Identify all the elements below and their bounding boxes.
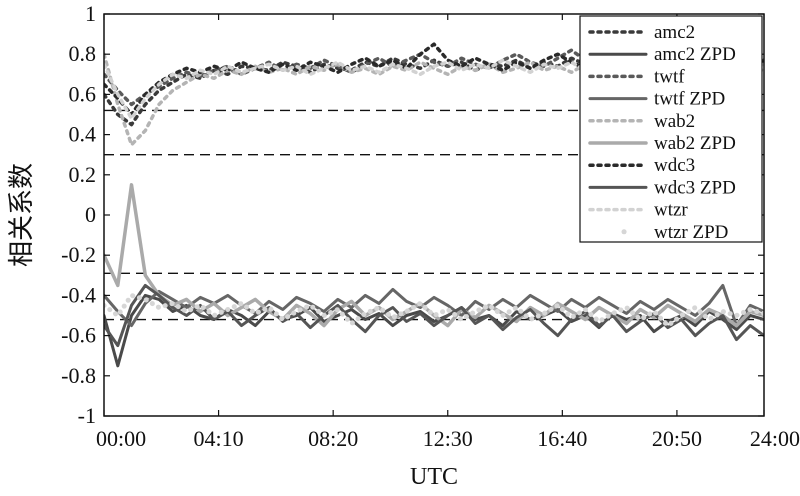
x-tick-label: 20:50 xyxy=(652,426,702,451)
x-tick-label: 12:30 xyxy=(423,426,473,451)
y-tick-label: 0.4 xyxy=(69,122,97,147)
y-tick-label: 0.8 xyxy=(69,41,97,66)
y-axis: 1 0.8 0.6 0.4 0.2 0 -0.2 -0.4 -0.6 -0.8 -1 xyxy=(61,1,764,428)
y-tick-label: -1 xyxy=(78,403,96,428)
x-tick-label: 00:00 xyxy=(96,426,146,451)
x-tick-label: 24:00 xyxy=(750,426,800,451)
x-tick-label: 08:20 xyxy=(308,426,358,451)
y-tick-label: -0.8 xyxy=(61,363,96,388)
y-tick-label: -0.4 xyxy=(61,282,96,307)
legend-label: wtzr xyxy=(654,200,688,221)
x-axis: 00:00 04:10 08:20 12:30 16:40 20:50 24:00 xyxy=(96,14,800,451)
y-tick-label: 1 xyxy=(85,1,96,26)
legend-label: amc2 xyxy=(654,22,695,43)
y-tick-label: 0 xyxy=(85,202,96,227)
x-axis-title: UTC xyxy=(410,464,458,490)
series-line-wab2 xyxy=(104,52,764,147)
series-line-wtzr-zpd xyxy=(104,292,764,329)
x-tick-label: 04:10 xyxy=(194,426,244,451)
legend-label: twtf xyxy=(654,66,685,87)
y-tick-label: -0.2 xyxy=(61,242,96,267)
legend-label: wdc3 ZPD xyxy=(654,177,736,198)
legend-label: wab2 xyxy=(654,111,695,132)
y-tick-label: 0.6 xyxy=(69,81,97,106)
legend-label: wab2 ZPD xyxy=(654,133,736,154)
y-axis-title: 相关系数 xyxy=(7,163,37,267)
legend-label: wdc3 xyxy=(654,155,695,176)
legend-label: twtf ZPD xyxy=(654,89,725,110)
legend-label: amc2 ZPD xyxy=(654,44,736,65)
y-tick-label: 0.2 xyxy=(69,162,97,187)
legend-label: wtzr ZPD xyxy=(654,222,728,243)
y-tick-label: -0.6 xyxy=(61,323,96,348)
x-tick-label: 16:40 xyxy=(537,426,587,451)
